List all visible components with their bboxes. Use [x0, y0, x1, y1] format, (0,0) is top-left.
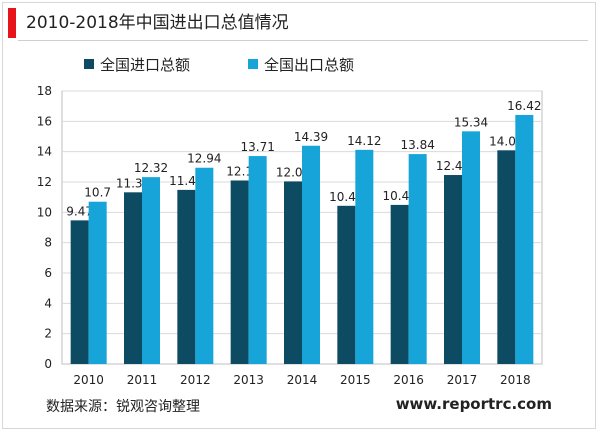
y-tick-label: 4	[44, 296, 52, 310]
legend-swatch-export	[248, 59, 258, 69]
bar-export	[248, 156, 267, 364]
data-label-import: 10.49	[382, 189, 416, 203]
bar-export	[195, 167, 214, 364]
bar-export	[355, 149, 374, 364]
bar-export	[302, 145, 320, 364]
data-label-export: 14.12	[347, 134, 381, 148]
title-accent-bar	[8, 8, 16, 38]
bar-import	[230, 180, 249, 364]
x-tick-label: 2011	[127, 373, 158, 387]
bar-import	[337, 205, 356, 364]
y-tick-label: 8	[44, 236, 52, 250]
y-tick-label: 0	[44, 357, 52, 371]
data-label-export: 16.42	[507, 99, 541, 113]
data-label-import: 12.46	[436, 159, 470, 173]
bar-export	[142, 177, 160, 364]
chart-frame	[2, 2, 596, 429]
x-tick-label: 2012	[180, 373, 211, 387]
legend-swatch-import	[84, 59, 94, 69]
legend-label-export: 全国出口总额	[264, 55, 355, 74]
data-label-import: 9.47	[66, 204, 93, 218]
legend-label-import: 全国进口总额	[100, 55, 191, 74]
y-tick-label: 12	[37, 175, 52, 189]
bar-import	[284, 181, 302, 364]
y-tick-label: 18	[37, 84, 52, 98]
bar-export	[408, 154, 427, 364]
bar-export	[462, 131, 480, 364]
x-tick-label: 2014	[287, 373, 318, 387]
data-label-import: 14.09	[489, 134, 523, 148]
bar-import	[444, 175, 462, 364]
data-label-export: 15.34	[454, 115, 488, 129]
data-label-export: 13.84	[400, 138, 434, 152]
legend-item-export: 全国出口总额	[248, 54, 354, 74]
chart-title: 2010-2018年中国进出口总值情况	[26, 13, 289, 33]
x-tick-label: 2017	[447, 373, 478, 387]
legend-item-import: 全国进口总额	[84, 54, 190, 74]
data-label-export: 13.71	[240, 140, 274, 154]
bar-export	[88, 201, 107, 364]
data-label-export: 12.94	[187, 152, 221, 166]
x-tick-label: 2018	[500, 373, 531, 387]
bar-import	[70, 220, 89, 364]
title-divider	[18, 40, 588, 41]
chart-legend: 全国进口总额 全国出口总额	[0, 54, 600, 74]
y-tick-label: 16	[37, 114, 52, 128]
bar-import	[124, 192, 142, 364]
data-label-export: 12.32	[134, 161, 168, 175]
bar-export	[515, 114, 534, 364]
data-label-import: 12.04	[276, 165, 310, 179]
bar-import	[177, 189, 196, 364]
x-tick-label: 2010	[73, 373, 104, 387]
y-tick-label: 10	[37, 205, 52, 219]
data-label-export: 10.7	[84, 186, 111, 200]
bar-import	[497, 150, 516, 364]
y-tick-label: 6	[44, 266, 52, 280]
data-label-import: 10.43	[329, 190, 363, 204]
y-tick-label: 14	[37, 145, 52, 159]
data-label-import: 12.1	[226, 164, 253, 178]
website-label: www.reportrc.com	[395, 395, 552, 413]
data-source: 数据来源：锐观咨询整理	[46, 399, 200, 415]
bar-import	[390, 204, 409, 364]
x-tick-label: 2013	[233, 373, 264, 387]
data-label-import: 11.48	[169, 174, 203, 188]
data-label-import: 11.32	[116, 176, 150, 190]
x-tick-label: 2016	[393, 373, 424, 387]
x-tick-label: 2015	[340, 373, 371, 387]
y-tick-label: 2	[44, 327, 52, 341]
data-label-export: 14.39	[294, 130, 328, 144]
